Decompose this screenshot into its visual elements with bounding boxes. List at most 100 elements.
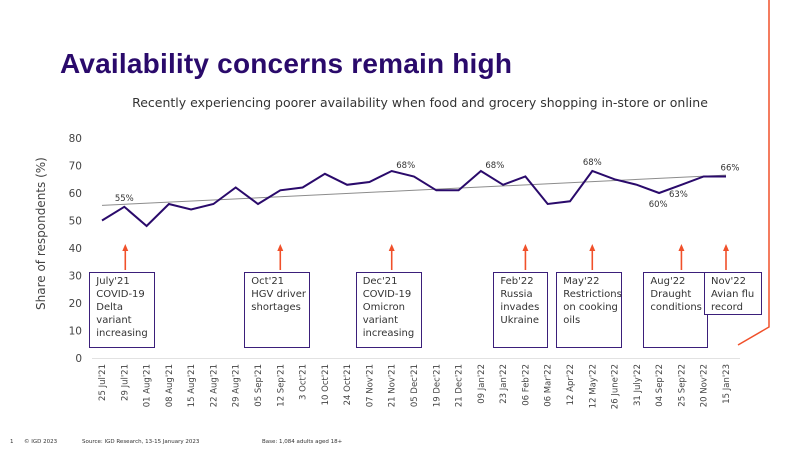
annotation-text: Feb'22 bbox=[500, 276, 534, 287]
arrow-head bbox=[388, 244, 395, 251]
x-tick-label: 25 Jul'21 bbox=[98, 364, 108, 401]
annotation-text: Draught bbox=[650, 289, 692, 300]
x-tick-label: 12 May'22 bbox=[588, 364, 598, 408]
data-labels: 55% 68% 68% 68% 60%63% 66% bbox=[115, 158, 740, 210]
annotation-box: Dec'21 COVID-19 Omicron variant increasing bbox=[355, 272, 422, 348]
y-axis-ticks: 0 10 20 30 40 50 60 70 80 bbox=[69, 133, 82, 365]
x-tick-label: 25 Sep'22 bbox=[677, 364, 687, 407]
footer-page-number: 1 bbox=[10, 439, 14, 445]
annotation-text: COVID-19 bbox=[96, 289, 145, 300]
x-tick-label: 06 Mar'22 bbox=[544, 364, 554, 407]
annotation-text: Russia bbox=[500, 289, 533, 300]
x-tick-label: 15 Aug'21 bbox=[187, 364, 197, 407]
data-label: 68% bbox=[485, 161, 504, 171]
annotation-text: increasing bbox=[362, 328, 415, 339]
arrow-head bbox=[723, 244, 729, 251]
y-tick-label: 30 bbox=[69, 271, 82, 283]
annotation-text: variant bbox=[362, 315, 399, 326]
arrow-head bbox=[678, 244, 685, 251]
x-tick-label: 21 Nov'21 bbox=[388, 364, 398, 407]
slide-title: Availability concerns remain high bbox=[60, 48, 513, 79]
x-tick-label: 08 Aug'21 bbox=[165, 364, 175, 407]
y-tick-label: 20 bbox=[69, 298, 82, 310]
arrow-head bbox=[522, 244, 529, 251]
annotation-box: July'21 COVID-19 Delta variant increasing bbox=[89, 272, 156, 348]
trend-line bbox=[101, 174, 727, 206]
annotation-text: Omicron bbox=[362, 302, 405, 313]
annotation-text: variant bbox=[96, 315, 132, 326]
y-tick-label: 80 bbox=[69, 133, 82, 145]
data-label: 66% bbox=[721, 164, 740, 174]
x-tick-label: 12 Apr'22 bbox=[566, 364, 576, 405]
annotation-box: Oct'21 HGV driver shortages bbox=[244, 272, 311, 348]
data-label: 68% bbox=[396, 161, 415, 171]
footer-source: Source: IGD Research, 13-15 January 2023 bbox=[82, 439, 200, 445]
annotation-text: record bbox=[711, 302, 743, 313]
x-tick-label: 19 Dec'21 bbox=[432, 364, 442, 407]
x-tick-label: 04 Sep'22 bbox=[655, 364, 665, 407]
x-tick-label: 12 Sep'21 bbox=[276, 364, 286, 407]
footer-base: Base: 1,084 adults aged 18+ bbox=[262, 439, 343, 445]
x-tick-label: 01 Aug'21 bbox=[143, 364, 153, 407]
annotation-text: Aug'22 bbox=[650, 276, 686, 287]
y-tick-label: 40 bbox=[69, 243, 82, 255]
annotation-arrows bbox=[122, 244, 729, 270]
data-label: 55% bbox=[115, 194, 134, 204]
x-tick-label: 09 Jan'22 bbox=[477, 364, 487, 404]
annotation-text: July'21 bbox=[96, 276, 130, 287]
decorative-accent-line bbox=[737, 0, 770, 346]
annotation-box: Feb'22 Russia invades Ukraine bbox=[493, 272, 549, 348]
x-tick-label: 06 Feb'22 bbox=[521, 364, 531, 406]
x-tick-label: 31 July'22 bbox=[633, 364, 643, 406]
annotation-text: conditions bbox=[650, 302, 702, 313]
x-axis: 25 Jul'21 29 Jul'21 01 Aug'21 08 Aug'21 15 A… bbox=[92, 358, 740, 409]
x-tick-label: 23 Jan'22 bbox=[499, 364, 509, 404]
accent-line bbox=[737, 0, 770, 346]
y-tick-label: 70 bbox=[69, 161, 82, 173]
annotation-text: shortages bbox=[251, 302, 301, 313]
annotation-box: Nov'22 Avian flu record bbox=[704, 272, 762, 315]
trendline bbox=[101, 174, 727, 206]
x-tick-label: 21 Dec'21 bbox=[455, 364, 465, 407]
annotation-box: Aug'22 Draught conditions bbox=[643, 272, 709, 348]
footer-copyright: © IGD 2023 bbox=[24, 439, 58, 445]
chart-subtitle: Recently experiencing poorer availabilit… bbox=[132, 95, 708, 110]
x-tick-label: 05 Sep'21 bbox=[254, 364, 264, 407]
annotation-text: COVID-19 bbox=[362, 289, 412, 300]
annotation-text: Restrictions bbox=[563, 289, 622, 300]
annotation-text: increasing bbox=[96, 328, 148, 339]
y-tick-label: 10 bbox=[69, 326, 82, 338]
annotation-text: on cooking bbox=[563, 302, 618, 313]
x-tick-label: 29 Jul'21 bbox=[120, 364, 130, 401]
data-label: 68% bbox=[583, 158, 602, 168]
annotation-text: Avian flu bbox=[711, 289, 755, 300]
x-tick-label: 26 June'22 bbox=[611, 364, 621, 409]
data-label: 60% bbox=[649, 200, 668, 210]
annotation-text: Ukraine bbox=[500, 315, 540, 326]
arrow-head bbox=[122, 244, 129, 251]
x-tick-label: 10 Oct'21 bbox=[321, 364, 331, 405]
x-tick-label: 29 Aug'21 bbox=[232, 364, 242, 407]
annotation-text: Nov'22 bbox=[711, 276, 746, 287]
x-tick-label: 07 Nov'21 bbox=[365, 364, 375, 407]
annotation-text: invades bbox=[500, 302, 540, 313]
series-line bbox=[101, 169, 727, 228]
x-tick-label: 24 Oct'21 bbox=[343, 364, 353, 405]
arrow-head bbox=[277, 244, 284, 251]
y-tick-label: 0 bbox=[75, 353, 82, 365]
annotation-text: Oct'21 bbox=[251, 276, 285, 287]
annotation-text: Dec'21 bbox=[362, 276, 398, 287]
arrow-head bbox=[589, 244, 596, 251]
x-tick-label: 20 Nov'22 bbox=[700, 364, 710, 407]
annotation-text: Delta bbox=[96, 302, 123, 313]
annotation-text: HGV driver bbox=[251, 289, 306, 300]
x-tick-label: 05 Dec'21 bbox=[410, 364, 420, 407]
annotation-box: May'22 Restrictions on cooking oils bbox=[556, 272, 623, 348]
y-tick-label: 50 bbox=[69, 216, 82, 228]
y-tick-label: 60 bbox=[69, 188, 82, 200]
data-label: 63% bbox=[669, 190, 688, 200]
x-tick-label: 22 Aug'21 bbox=[209, 364, 219, 407]
x-tick-label: 3 Oct'21 bbox=[299, 364, 309, 400]
annotation-text: oils bbox=[563, 315, 581, 326]
